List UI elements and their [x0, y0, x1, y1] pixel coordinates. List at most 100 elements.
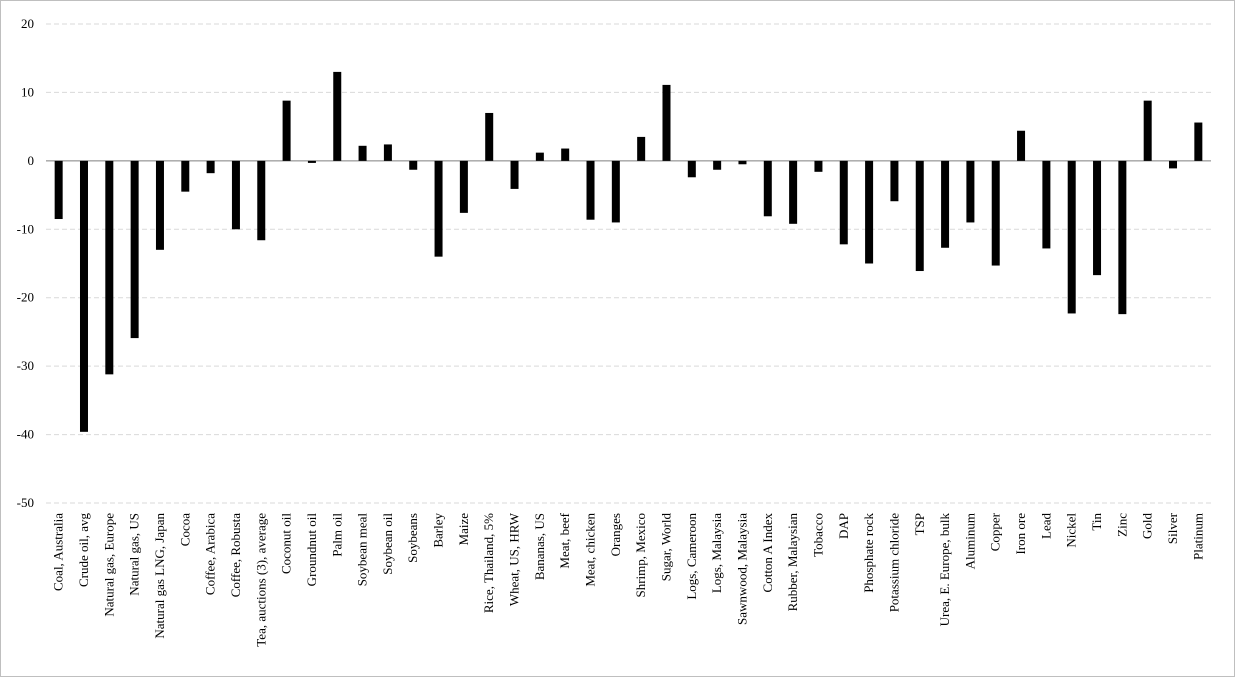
bar [941, 160, 950, 248]
bar [181, 160, 190, 192]
x-tick-label: Wheat, US, HRW [507, 512, 522, 606]
bar [1169, 160, 1178, 169]
y-tick-label: 20 [21, 16, 34, 31]
bar [383, 144, 392, 161]
x-tick-label: Iron ore [1013, 513, 1028, 555]
bars [54, 71, 1203, 432]
bar [307, 160, 316, 163]
bar [257, 160, 266, 241]
bar [459, 160, 468, 213]
bar [865, 160, 874, 264]
x-tick-label: Potassium chloride [886, 513, 901, 613]
x-tick-label: Logs, Malaysia [709, 513, 724, 593]
x-tick-label: Natural gas LNG, Japan [152, 513, 167, 639]
bar [130, 160, 139, 339]
x-tick-label: Cocoa [177, 513, 192, 546]
bar [586, 160, 595, 220]
x-tick-label: Coconut oil [279, 513, 294, 574]
bar [1093, 160, 1102, 276]
bar [535, 152, 544, 161]
x-tick-label: Aluminum [962, 513, 977, 569]
gridlines [46, 23, 1211, 504]
x-tick-label: Soybean meal [355, 513, 370, 587]
bar [79, 160, 88, 432]
x-tick-label: Urea, E. Europe, bulk [937, 513, 952, 627]
x-tick-label: Palm oil [329, 513, 344, 557]
bar [1067, 160, 1076, 314]
y-tick-label: 0 [28, 153, 35, 168]
x-tick-label: DAP [836, 513, 851, 539]
x-tick-label: Logs, Cameroon [684, 513, 699, 600]
bar [1143, 100, 1152, 161]
x-tick-label: Tobacco [810, 513, 825, 557]
y-tick-label: -20 [17, 290, 34, 305]
x-tick-label: Coffee, Arabica [203, 513, 218, 595]
x-tick-label: Nickel [1064, 513, 1079, 548]
x-tick-label: Lead [1038, 513, 1053, 539]
bar [662, 84, 671, 161]
x-tick-label: Bananas, US [532, 513, 547, 580]
bar [282, 100, 291, 161]
bar [637, 136, 646, 161]
bar [789, 160, 798, 224]
bar [510, 160, 519, 189]
bar [1194, 122, 1203, 161]
x-axis-tick-labels: Coal, Australia Crude oil, avg Natural gas… [51, 512, 1206, 646]
bar [991, 160, 1000, 266]
x-tick-label: Maize [456, 513, 471, 546]
y-tick-label: 10 [21, 84, 34, 99]
x-tick-label: Crude oil, avg [76, 513, 91, 588]
x-tick-label: Tin [1089, 513, 1104, 531]
bar [54, 160, 63, 220]
bar [206, 160, 215, 174]
y-tick-label: -40 [17, 427, 34, 442]
bar [155, 160, 164, 250]
bar [409, 160, 418, 170]
bar [738, 160, 747, 165]
x-tick-label: Meat, chicken [583, 513, 598, 587]
x-tick-label: Rubber, Malaysian [785, 513, 800, 612]
x-tick-label: Natural gas, Europe [101, 513, 116, 617]
x-tick-label: Sawnwood, Malaysia [734, 513, 749, 625]
bar [1017, 130, 1026, 161]
x-tick-label: Gold [1140, 513, 1155, 540]
x-tick-label: Phosphate rock [861, 513, 876, 593]
x-tick-label: Rice, Thailand, 5% [481, 513, 496, 613]
y-tick-label: -50 [17, 495, 34, 510]
x-tick-label: Coal, Australia [51, 513, 66, 591]
x-tick-label: Coffee, Robusta [228, 513, 243, 597]
bar [561, 148, 570, 161]
bar [687, 160, 696, 178]
bar [105, 160, 114, 375]
x-tick-label: Natural gas, US [127, 513, 142, 596]
x-tick-label: Soybeans [405, 513, 420, 563]
bar [611, 160, 620, 223]
x-tick-label: Meat, beef [557, 512, 572, 568]
x-tick-label: Cotton A Index [760, 513, 775, 593]
x-tick-label: Oranges [608, 513, 623, 556]
bar [966, 160, 975, 223]
bar [713, 160, 722, 170]
y-tick-label: -30 [17, 358, 34, 373]
bar [763, 160, 772, 217]
bar [358, 145, 367, 161]
x-tick-label: TSP [912, 513, 927, 535]
bar [231, 160, 240, 230]
x-tick-label: Silver [1165, 512, 1180, 544]
x-tick-label: Platinum [1190, 513, 1205, 560]
x-tick-label: Barley [431, 513, 446, 548]
x-tick-label: Sugar, World [658, 513, 673, 582]
bar [1118, 160, 1127, 315]
x-tick-label: Shrimp, Mexico [633, 513, 648, 598]
x-tick-label: Tea, auctions (3), average [253, 513, 268, 647]
y-tick-label: -10 [17, 221, 34, 236]
bar [485, 112, 494, 161]
x-tick-label: Soybean oil [380, 513, 395, 575]
bar [915, 160, 924, 272]
y-axis-tick-labels: 20 10 0 -10 -20 -30 -40 -50 [17, 16, 34, 510]
bar [814, 160, 823, 172]
bar [333, 71, 342, 161]
x-tick-label: Zinc [1114, 513, 1129, 537]
